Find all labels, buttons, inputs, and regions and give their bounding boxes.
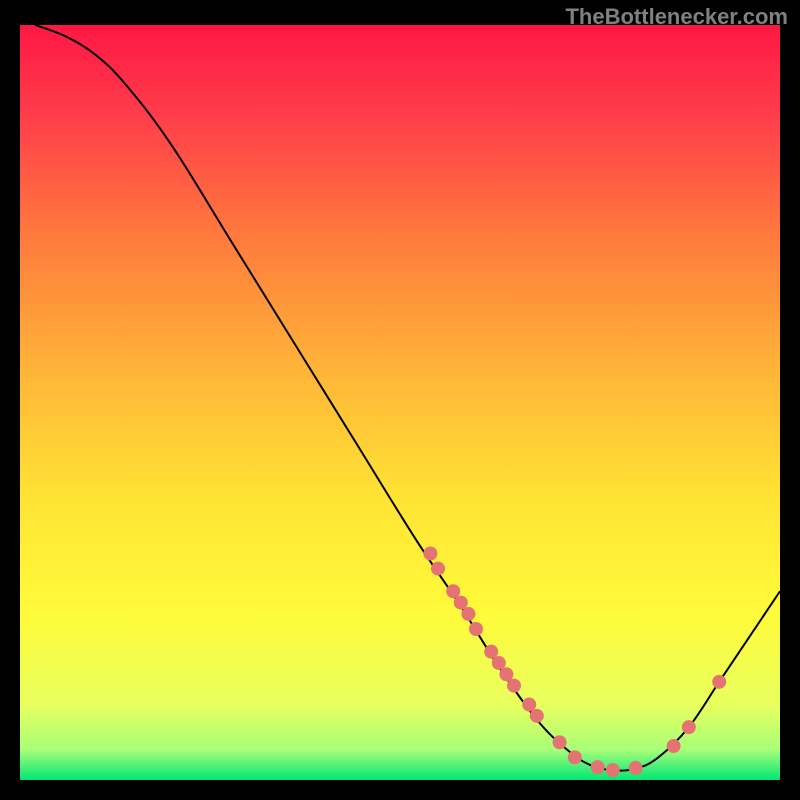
bottleneck-curve bbox=[35, 25, 780, 771]
watermark-text: TheBottlenecker.com bbox=[565, 4, 788, 30]
marker-dot bbox=[431, 562, 445, 576]
chart-overlay bbox=[20, 25, 780, 780]
marker-dot bbox=[568, 750, 582, 764]
marker-dot bbox=[461, 607, 475, 621]
marker-dot bbox=[629, 761, 643, 775]
marker-dot bbox=[682, 720, 696, 734]
marker-dot bbox=[507, 679, 521, 693]
marker-dot bbox=[469, 622, 483, 636]
marker-dot bbox=[667, 739, 681, 753]
plot-area bbox=[20, 25, 780, 780]
marker-dot bbox=[606, 763, 620, 777]
marker-dot bbox=[712, 675, 726, 689]
markers-group bbox=[423, 547, 726, 778]
marker-dot bbox=[591, 760, 605, 774]
marker-dot bbox=[553, 735, 567, 749]
marker-dot bbox=[530, 709, 544, 723]
marker-dot bbox=[423, 547, 437, 561]
